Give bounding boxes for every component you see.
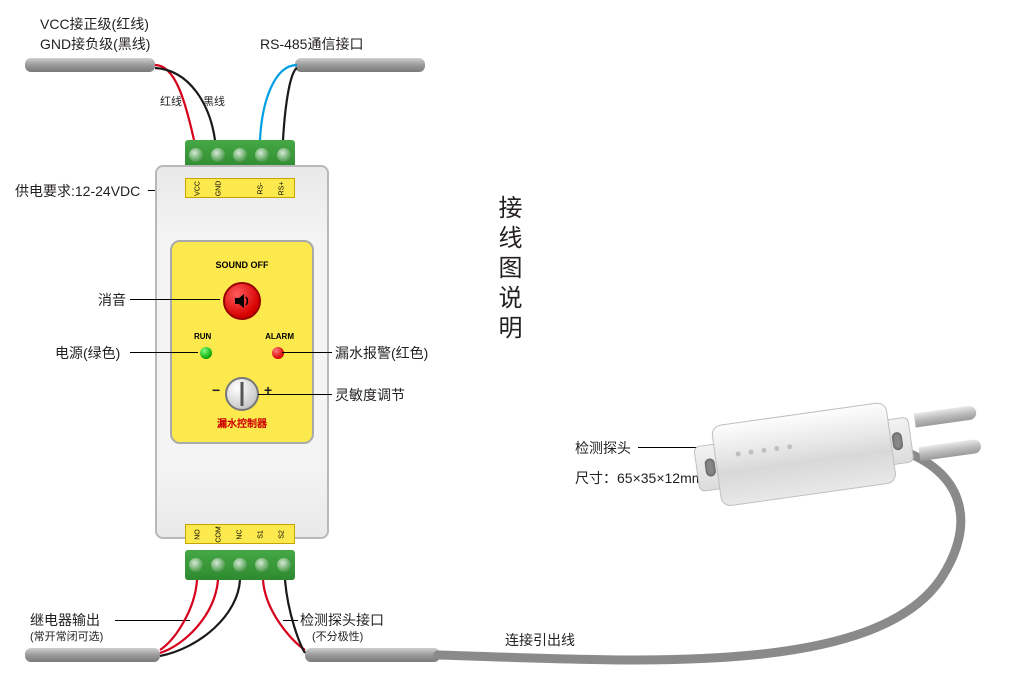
leak-alarm-label: 漏水报警(红色) bbox=[335, 343, 428, 363]
probe-pin-1 bbox=[914, 405, 977, 427]
power-req-label: 供电要求:12-24VDC bbox=[15, 181, 140, 201]
rs485-cable bbox=[295, 58, 425, 72]
probe-ridges bbox=[735, 444, 792, 457]
probe-sensor bbox=[708, 377, 947, 523]
sound-off-label: SOUND OFF bbox=[172, 260, 312, 270]
probe-size-label: 尺寸：65×35×12mm bbox=[575, 468, 703, 488]
term-no: NO bbox=[195, 525, 202, 543]
guide-mute bbox=[130, 299, 220, 300]
run-label: RUN bbox=[194, 332, 211, 341]
top-terminal-labels: VCC GND RS- RS+ bbox=[185, 178, 295, 198]
alarm-label: ALARM bbox=[265, 332, 294, 341]
term-gnd: GND bbox=[216, 179, 223, 197]
faceplate-title: 漏水控制器 bbox=[172, 415, 312, 430]
probe-pin-2 bbox=[919, 439, 982, 461]
black-wire-text: 黑线 bbox=[203, 96, 225, 108]
guide-power-led bbox=[130, 352, 198, 353]
gnd-label: GND接负级(黑线) bbox=[40, 34, 150, 54]
relay-cable bbox=[25, 648, 160, 662]
power-led-label: 电源(绿色) bbox=[55, 343, 120, 363]
speaker-icon bbox=[232, 291, 252, 311]
wires-svg bbox=[0, 0, 1017, 695]
red-wire-tag: 红线 bbox=[160, 96, 174, 108]
term-vcc: VCC bbox=[195, 179, 202, 197]
term-com: COM bbox=[216, 525, 223, 543]
sens-plus: + bbox=[264, 382, 272, 398]
probe-port-sub: (不分极性) bbox=[312, 628, 363, 644]
probe-port-label: 检测探头接口 bbox=[300, 610, 384, 630]
guide-relay bbox=[115, 620, 190, 621]
run-led bbox=[200, 347, 212, 359]
vcc-label: VCC接正级(红线) bbox=[40, 14, 149, 34]
relay-out-sub: (常开常闭可选) bbox=[30, 628, 103, 644]
faceplate: SOUND OFF RUN ALARM − + 漏水控制器 bbox=[170, 240, 314, 444]
probe-cable-segment bbox=[305, 648, 440, 662]
sens-minus: − bbox=[212, 382, 220, 398]
probe-label: 检测探头 bbox=[575, 438, 631, 458]
mute-label: 消音 bbox=[98, 290, 126, 310]
terminal-block-bottom bbox=[185, 550, 295, 580]
probe-body bbox=[711, 401, 898, 507]
term-rsminus: RS- bbox=[257, 179, 264, 197]
bottom-terminal-labels: NO COM NC S1 S2 bbox=[185, 524, 295, 544]
term-s1: S1 bbox=[257, 525, 264, 543]
term-rsplus: RS+ bbox=[278, 179, 285, 197]
sensitivity-knob[interactable] bbox=[225, 377, 259, 411]
sound-off-button[interactable] bbox=[223, 282, 261, 320]
relay-out-label: 继电器输出 bbox=[30, 610, 100, 630]
sensitivity-label: 灵敏度调节 bbox=[335, 385, 405, 405]
term-s2: S2 bbox=[278, 525, 285, 543]
lead-wire-label: 连接引出线 bbox=[505, 630, 575, 650]
term-nc: NC bbox=[236, 525, 243, 543]
red-wire-text: 红线 bbox=[160, 96, 182, 108]
black-wire-tag: 黑线 bbox=[203, 96, 217, 108]
guide-sensitivity bbox=[258, 394, 332, 395]
diagram-title: 接线图说明 bbox=[490, 195, 525, 345]
power-cable bbox=[25, 58, 155, 72]
alarm-led bbox=[272, 347, 284, 359]
rs485-label: RS-485通信接口 bbox=[260, 34, 363, 54]
guide-leak-alarm bbox=[282, 352, 332, 353]
guide-probe-port bbox=[283, 620, 298, 621]
